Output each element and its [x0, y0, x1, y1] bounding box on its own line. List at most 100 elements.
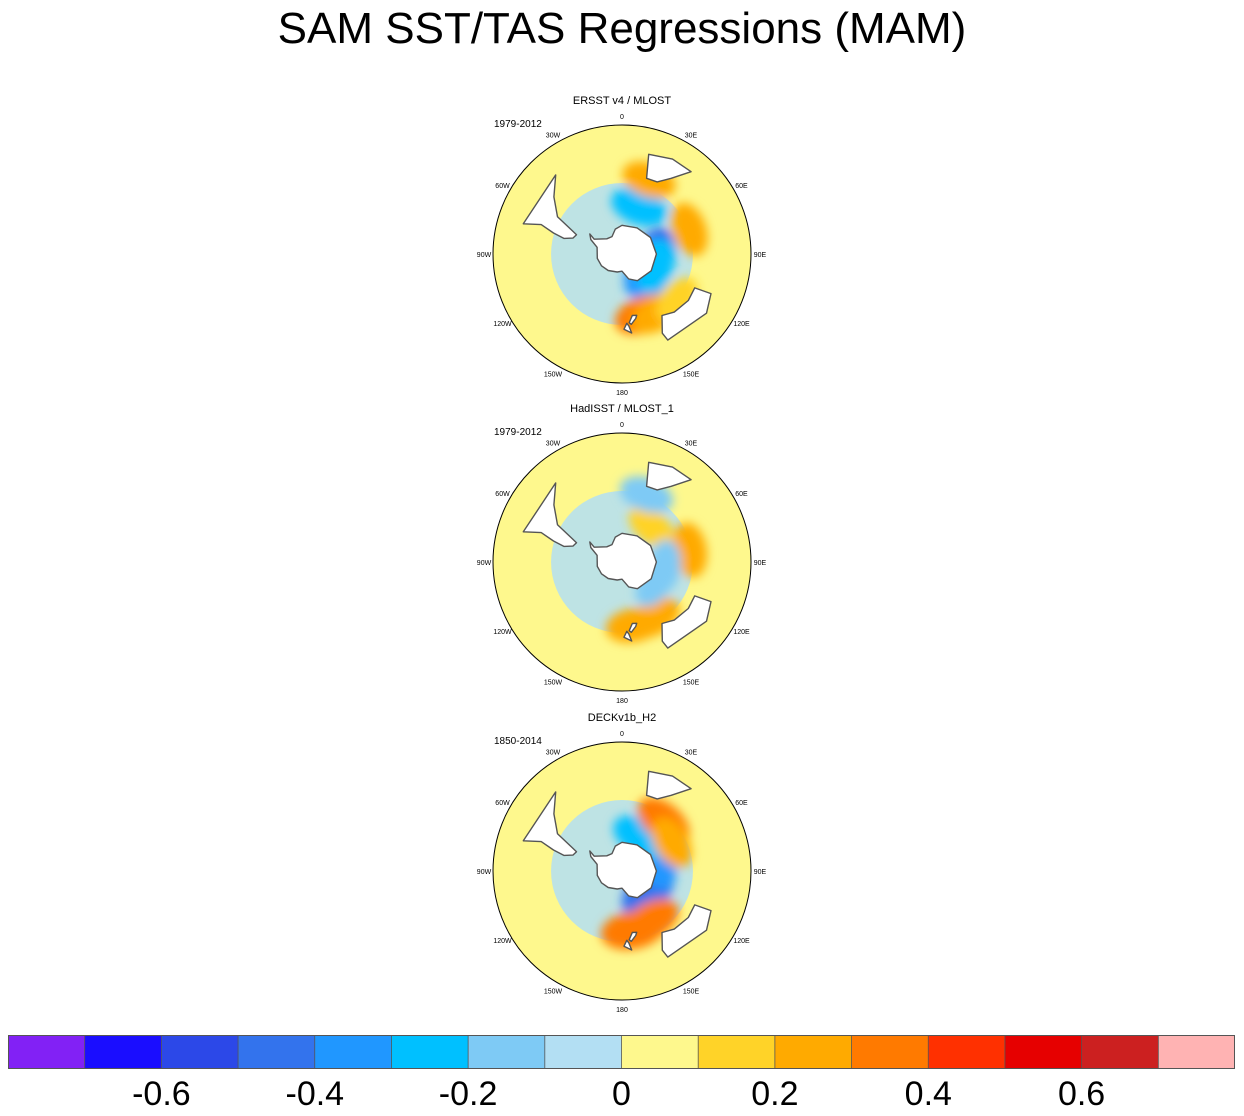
longitude-label: 150W — [544, 989, 563, 996]
map-perimeter — [492, 741, 752, 1001]
anomaly-core — [635, 908, 667, 933]
colorbar-swatch — [8, 1035, 86, 1069]
longitude-label: 60W — [495, 800, 510, 807]
polar-map: 0 30E 60E 90E 120E 150E 180 150W 120W 90W 60W 30W — [477, 114, 767, 397]
south-america-coastline — [522, 482, 578, 548]
colorbar-tick-label: 0.4 — [904, 1075, 952, 1113]
longitude-label: 150E — [683, 680, 700, 687]
longitude-label: 90E — [754, 560, 767, 567]
south-america-coastline — [522, 174, 578, 240]
longitude-label: 180 — [616, 1007, 628, 1014]
longitude-label: 120W — [493, 629, 512, 636]
anomaly-contour — [648, 539, 682, 592]
longitude-label: 120E — [733, 938, 750, 945]
longitude-label: 90E — [754, 252, 767, 259]
new-zealand-south-coastline — [628, 931, 638, 942]
polar-map: 0 30E 60E 90E 120E 150E 180 150W 120W 90W 60W 30W — [477, 731, 767, 1014]
anomaly-contour — [672, 522, 708, 578]
panel-3: DECKv1b_H2 1850-2014 0 30E 60E 90E 120E 150E 1… — [470, 712, 774, 1014]
longitude-label: 30E — [685, 441, 698, 448]
longitude-label: 30E — [685, 133, 698, 140]
longitude-label: 60W — [495, 491, 510, 498]
colorbar-swatch — [544, 1035, 622, 1069]
australia-coastline — [661, 287, 712, 341]
africa-coastline — [645, 153, 692, 183]
panel-title: DECKv1b_H2 — [587, 712, 657, 724]
longitude-label: 120E — [733, 629, 750, 636]
colorbar-tick-label: -0.6 — [132, 1075, 191, 1113]
longitude-label: 60E — [735, 800, 748, 807]
anomaly-contour — [670, 202, 708, 257]
longitude-label: 0 — [620, 114, 624, 121]
longitude-label: 90W — [477, 869, 492, 876]
panel-title: HadISST / MLOST_1 — [570, 403, 674, 415]
longitude-label: 150W — [544, 680, 563, 687]
colorbar-swatch — [851, 1035, 929, 1069]
colorbar-frame — [8, 1035, 1235, 1069]
anomaly-contour — [651, 816, 692, 868]
colorbar-swatch — [1004, 1035, 1083, 1069]
panel-period: 1979-2012 — [494, 427, 542, 438]
new-zealand-north-coastline — [623, 939, 633, 951]
colorbar-swatch — [84, 1035, 162, 1069]
map-perimeter — [492, 432, 752, 692]
colorbar-tick-label: 0.2 — [751, 1075, 799, 1113]
colorbar — [8, 1035, 1235, 1069]
longitude-label: 60E — [735, 183, 748, 190]
longitude-label: 150E — [683, 372, 700, 379]
colorbar-swatch — [391, 1035, 469, 1069]
longitude-label: 90W — [477, 252, 492, 259]
land-mask — [522, 770, 712, 958]
africa-coastline — [645, 461, 692, 491]
panel-2: HadISST / MLOST_1 1979-2012 0 30E 60E 90E 12… — [470, 403, 774, 705]
longitude-label: 120W — [493, 938, 512, 945]
australia-coastline — [661, 595, 712, 649]
longitude-label: 90W — [477, 560, 492, 567]
colorbar-swatch — [774, 1035, 853, 1069]
antarctica-coastline — [589, 532, 658, 590]
longitude-label: 150W — [544, 372, 563, 379]
australia-coastline — [661, 904, 712, 958]
colorbar-tick-label: 0.6 — [1057, 1075, 1106, 1113]
new-zealand-north-coastline — [623, 322, 633, 334]
south-america-coastline — [522, 791, 578, 857]
longitude-label: 120E — [733, 321, 750, 328]
colorbar-swatch — [621, 1035, 699, 1069]
colorbar-swatch — [1081, 1035, 1159, 1069]
colorbar-swatch — [928, 1035, 1006, 1069]
longitude-label: 0 — [620, 422, 624, 429]
colorbar-swatch — [314, 1035, 392, 1069]
longitude-label: 150E — [683, 989, 700, 996]
longitude-label: 30W — [546, 133, 561, 140]
new-zealand-south-coastline — [628, 314, 638, 325]
colorbar-swatch — [161, 1035, 239, 1069]
longitude-label: 180 — [616, 698, 628, 705]
land-mask — [522, 153, 712, 341]
longitude-label: 90E — [754, 869, 767, 876]
antarctica-coastline — [589, 224, 658, 282]
main-title: SAM SST/TAS Regressions (MAM) — [277, 4, 967, 53]
colorbar-tick-label: 0 — [612, 1075, 631, 1113]
longitude-label: 0 — [620, 731, 624, 738]
new-zealand-north-coastline — [623, 630, 633, 642]
colorbar-tick-label: -0.4 — [285, 1075, 345, 1113]
longitude-label: 30W — [546, 750, 561, 757]
longitude-label: 30W — [546, 441, 561, 448]
panel-period: 1979-2012 — [494, 119, 542, 130]
longitude-label: 30E — [685, 750, 698, 757]
longitude-label: 60E — [735, 491, 748, 498]
longitude-label: 180 — [616, 390, 628, 397]
panel-title: ERSST v4 / MLOST — [572, 95, 672, 107]
longitude-label: 120W — [493, 321, 512, 328]
panel-1: ERSST v4 / MLOST 1979-2012 0 30E 60E 90E 120… — [470, 95, 774, 397]
colorbar-swatch — [238, 1035, 316, 1069]
new-zealand-south-coastline — [628, 622, 638, 633]
colorbar-swatch — [468, 1035, 546, 1069]
africa-coastline — [645, 770, 692, 800]
antarctica-coastline — [589, 841, 658, 899]
panel-period: 1850-2014 — [494, 736, 542, 747]
colorbar-tick-label: -0.2 — [438, 1075, 498, 1113]
polar-map: 0 30E 60E 90E 120E 150E 180 150W 120W 90W 60W 30W — [477, 422, 767, 705]
longitude-label: 60W — [495, 183, 510, 190]
map-perimeter — [492, 124, 752, 384]
